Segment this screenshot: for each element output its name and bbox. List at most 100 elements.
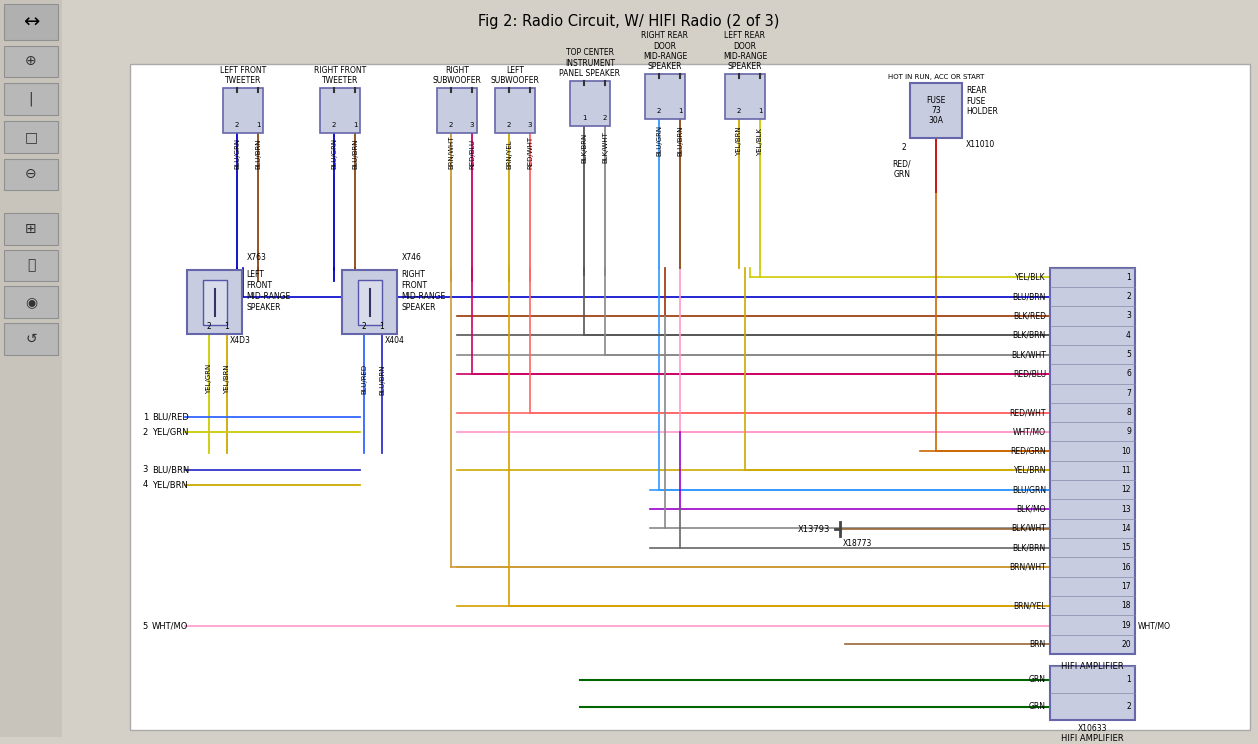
Text: ✋: ✋ bbox=[26, 259, 35, 272]
Text: 20: 20 bbox=[1121, 640, 1131, 649]
Text: 6: 6 bbox=[1126, 369, 1131, 379]
Text: X18773: X18773 bbox=[843, 539, 872, 548]
Text: 1: 1 bbox=[142, 413, 148, 422]
Text: 13: 13 bbox=[1121, 504, 1131, 513]
Text: RED/WHT: RED/WHT bbox=[527, 136, 533, 170]
Text: 17: 17 bbox=[1121, 582, 1131, 591]
Text: X763: X763 bbox=[247, 253, 267, 262]
Text: GRN: GRN bbox=[1029, 702, 1045, 711]
Text: RIGHT FRONT
TWEETER: RIGHT FRONT TWEETER bbox=[314, 65, 366, 86]
Text: LEFT
SUBWOOFER: LEFT SUBWOOFER bbox=[491, 65, 540, 86]
Text: ↔: ↔ bbox=[23, 13, 39, 31]
Text: 4: 4 bbox=[142, 480, 148, 489]
Text: X11010: X11010 bbox=[966, 140, 995, 149]
Text: LEFT
FRONT
MID-RANGE
SPEAKER: LEFT FRONT MID-RANGE SPEAKER bbox=[247, 270, 291, 312]
Text: BRN/YEL: BRN/YEL bbox=[506, 140, 512, 170]
Bar bbox=[4, 213, 58, 245]
Text: X10633: X10633 bbox=[1078, 725, 1107, 734]
Text: BLU/RED: BLU/RED bbox=[152, 413, 189, 422]
Text: BLU/BRN: BLU/BRN bbox=[677, 125, 683, 155]
Bar bbox=[1050, 268, 1135, 654]
Text: 1: 1 bbox=[1126, 675, 1131, 684]
Bar bbox=[4, 323, 58, 355]
Text: YEL/BLK: YEL/BLK bbox=[757, 127, 764, 155]
Text: 9: 9 bbox=[1126, 427, 1131, 436]
Text: BRN/WHT: BRN/WHT bbox=[448, 136, 454, 170]
Text: BLU/GRN: BLU/GRN bbox=[1011, 485, 1045, 494]
Text: 2: 2 bbox=[507, 122, 511, 128]
Text: 10: 10 bbox=[1121, 446, 1131, 455]
Bar bbox=[4, 121, 58, 153]
Text: BLK/WHT: BLK/WHT bbox=[1011, 524, 1045, 533]
Text: □: □ bbox=[24, 129, 38, 144]
Text: WHT/MO: WHT/MO bbox=[1138, 622, 1171, 631]
Text: HIFI AMPLIFIER: HIFI AMPLIFIER bbox=[1062, 734, 1123, 743]
Text: 2: 2 bbox=[737, 108, 741, 114]
Text: 3: 3 bbox=[1126, 312, 1131, 321]
Text: X404: X404 bbox=[385, 336, 405, 345]
Text: BLU/GRN: BLU/GRN bbox=[331, 138, 337, 170]
Text: 11: 11 bbox=[1121, 466, 1131, 475]
Text: BLK/WHT: BLK/WHT bbox=[1011, 350, 1045, 359]
Bar bbox=[645, 74, 686, 119]
Bar bbox=[494, 89, 535, 132]
Text: RED/GRN: RED/GRN bbox=[1010, 446, 1045, 455]
Bar bbox=[437, 89, 477, 132]
Text: BLK/MO: BLK/MO bbox=[1016, 504, 1045, 513]
Bar bbox=[223, 89, 263, 132]
Text: 5: 5 bbox=[1126, 350, 1131, 359]
Text: 2: 2 bbox=[332, 122, 336, 128]
Text: 2: 2 bbox=[1126, 292, 1131, 301]
Text: HOT IN RUN, ACC OR START: HOT IN RUN, ACC OR START bbox=[888, 74, 984, 80]
Text: WHT/MO: WHT/MO bbox=[152, 622, 189, 631]
Bar bbox=[725, 74, 765, 119]
Text: 3: 3 bbox=[528, 122, 532, 128]
Text: YEL/BLK: YEL/BLK bbox=[1015, 273, 1045, 282]
Bar bbox=[1050, 666, 1135, 720]
Text: 16: 16 bbox=[1121, 562, 1131, 571]
Bar bbox=[4, 4, 58, 39]
Text: 2: 2 bbox=[449, 122, 453, 128]
Text: BLK/RED: BLK/RED bbox=[1013, 312, 1045, 321]
Text: BLK/BRN: BLK/BRN bbox=[1013, 543, 1045, 552]
Text: X746: X746 bbox=[401, 253, 421, 262]
Text: RED/
GRN: RED/ GRN bbox=[893, 159, 911, 179]
Text: GRN: GRN bbox=[1029, 675, 1045, 684]
Text: RED/WHT: RED/WHT bbox=[1009, 408, 1045, 417]
Text: ⊞: ⊞ bbox=[25, 222, 36, 236]
Text: RED/BLU: RED/BLU bbox=[1013, 369, 1045, 379]
Text: HIFI AMPLIFIER: HIFI AMPLIFIER bbox=[1062, 662, 1123, 671]
Text: X13793: X13793 bbox=[798, 525, 830, 533]
Text: 1: 1 bbox=[1126, 273, 1131, 282]
Text: 5: 5 bbox=[142, 622, 148, 631]
Text: BLU/GRN: BLU/GRN bbox=[655, 124, 662, 155]
Text: 15: 15 bbox=[1121, 543, 1131, 552]
Text: 3: 3 bbox=[142, 465, 148, 474]
Text: BLK/WHT: BLK/WHT bbox=[603, 131, 608, 162]
Text: 2: 2 bbox=[901, 143, 906, 152]
Text: 1: 1 bbox=[352, 122, 357, 128]
Text: 8: 8 bbox=[1126, 408, 1131, 417]
Text: 2: 2 bbox=[657, 108, 662, 114]
Text: BRN/WHT: BRN/WHT bbox=[1009, 562, 1045, 571]
Text: 1: 1 bbox=[757, 108, 762, 114]
Text: RIGHT
SUBWOOFER: RIGHT SUBWOOFER bbox=[433, 65, 482, 86]
Bar bbox=[130, 65, 1250, 731]
Text: 1: 1 bbox=[581, 115, 586, 121]
Text: X4D3: X4D3 bbox=[230, 336, 250, 345]
Bar bbox=[0, 0, 62, 737]
Text: Fig 2: Radio Circuit, W/ HIFI Radio (2 of 3): Fig 2: Radio Circuit, W/ HIFI Radio (2 o… bbox=[478, 14, 780, 29]
Text: 14: 14 bbox=[1121, 524, 1131, 533]
Text: 1: 1 bbox=[225, 322, 229, 331]
Text: YEL/BRN: YEL/BRN bbox=[152, 480, 187, 489]
Text: 1: 1 bbox=[678, 108, 682, 114]
Bar bbox=[4, 45, 58, 77]
Text: BLU/BRN: BLU/BRN bbox=[255, 139, 260, 170]
Text: YEL/BRN: YEL/BRN bbox=[736, 126, 742, 155]
Text: LEFT REAR
DOOR
MID-RANGE
SPEAKER: LEFT REAR DOOR MID-RANGE SPEAKER bbox=[723, 31, 767, 71]
Text: BLU/BRN: BLU/BRN bbox=[1013, 292, 1045, 301]
Bar bbox=[570, 81, 610, 126]
Text: 2: 2 bbox=[361, 322, 366, 331]
Text: YEL/GRN: YEL/GRN bbox=[152, 428, 189, 437]
Text: 3: 3 bbox=[469, 122, 474, 128]
